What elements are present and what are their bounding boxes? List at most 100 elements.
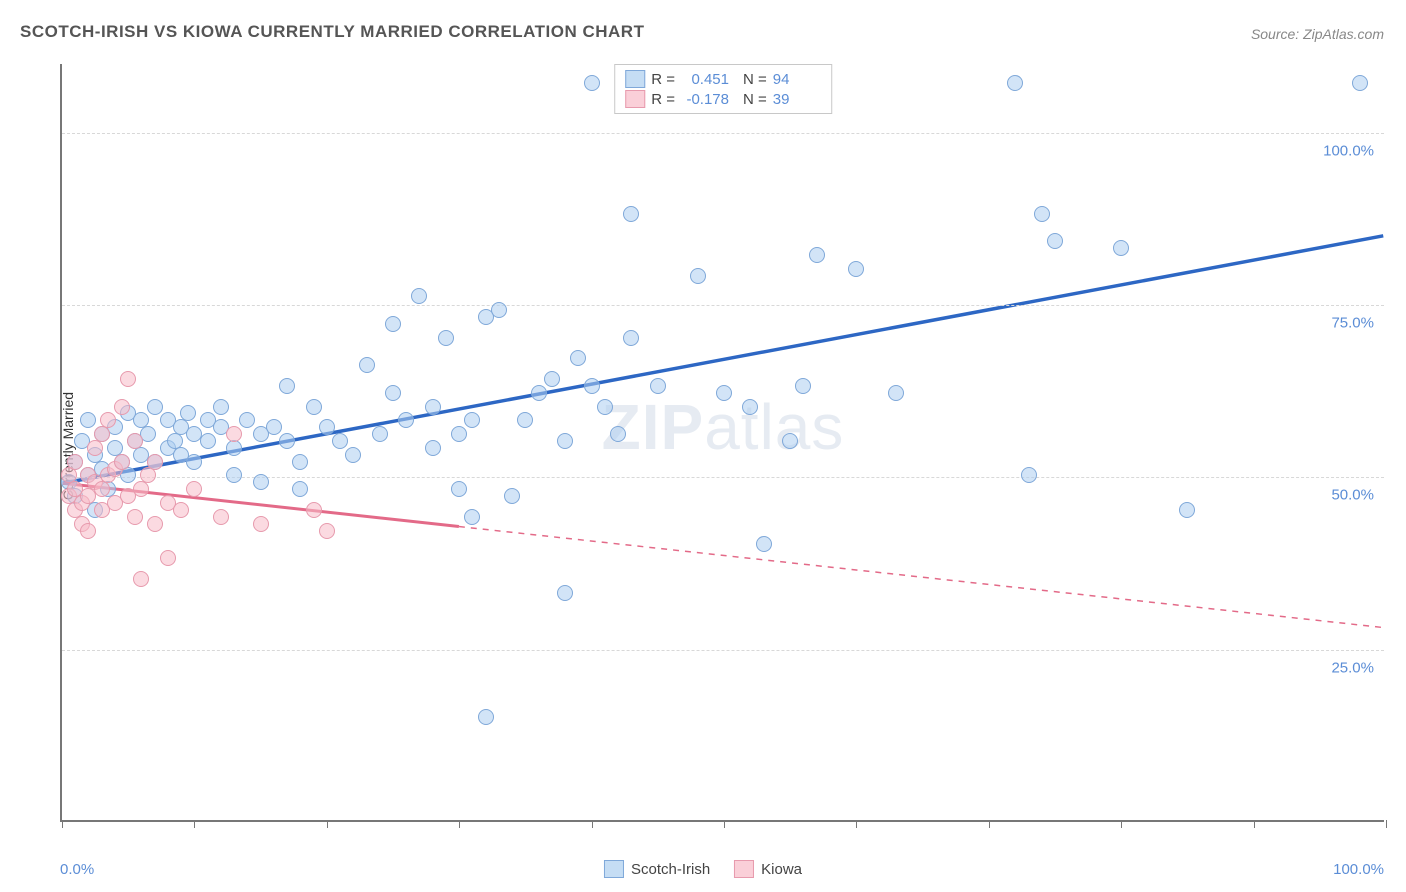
legend-N-label: N = [743, 91, 767, 108]
scatter-point [306, 502, 322, 518]
x-tick [592, 820, 593, 828]
scatter-point [279, 378, 295, 394]
scatter-point [690, 268, 706, 284]
scatter-point [114, 399, 130, 415]
scatter-point [398, 412, 414, 428]
scatter-point [226, 426, 242, 442]
scatter-point [716, 385, 732, 401]
scatter-point [114, 454, 130, 470]
legend-stat-row: R =-0.178N =39 [625, 89, 821, 109]
legend-swatch [734, 860, 754, 878]
legend-item: Scotch-Irish [604, 860, 710, 878]
scatter-point [782, 433, 798, 449]
scatter-point [557, 433, 573, 449]
scatter-point [1352, 75, 1368, 91]
scatter-point [464, 412, 480, 428]
scatter-point [67, 454, 83, 470]
legend-swatch [604, 860, 624, 878]
y-tick-label: 50.0% [1331, 487, 1374, 504]
scatter-point [438, 330, 454, 346]
scatter-point [809, 247, 825, 263]
scatter-point [385, 385, 401, 401]
scatter-point [1021, 467, 1037, 483]
scatter-point [266, 419, 282, 435]
scatter-point [451, 481, 467, 497]
scatter-point [292, 481, 308, 497]
scatter-point [359, 357, 375, 373]
scatter-point [239, 412, 255, 428]
scatter-point [319, 419, 335, 435]
legend-label: Kiowa [761, 861, 802, 878]
legend-series: Scotch-Irish Kiowa [604, 860, 802, 878]
scatter-point [147, 399, 163, 415]
scatter-point [756, 536, 772, 552]
scatter-point [147, 454, 163, 470]
gridline-h [62, 650, 1384, 651]
scatter-point [80, 523, 96, 539]
scatter-point [173, 502, 189, 518]
scatter-point [147, 516, 163, 532]
scatter-point [425, 399, 441, 415]
scatter-point [180, 405, 196, 421]
scatter-point [544, 371, 560, 387]
scatter-point [94, 481, 110, 497]
scatter-point [133, 571, 149, 587]
scatter-point [127, 433, 143, 449]
legend-stats: R =0.451N =94R =-0.178N =39 [614, 64, 832, 114]
scatter-point [888, 385, 904, 401]
scatter-point [253, 474, 269, 490]
watermark: ZIPatlas [602, 390, 845, 464]
legend-label: Scotch-Irish [631, 861, 710, 878]
scatter-point [848, 261, 864, 277]
x-tick [1386, 820, 1387, 828]
scatter-point [411, 288, 427, 304]
x-tick [327, 820, 328, 828]
scatter-point [200, 433, 216, 449]
gridline-h [62, 305, 1384, 306]
x-tick [989, 820, 990, 828]
scatter-point [372, 426, 388, 442]
scatter-point [1007, 75, 1023, 91]
scatter-point [491, 302, 507, 318]
scatter-point [584, 75, 600, 91]
scatter-point [100, 412, 116, 428]
x-axis-max-label: 100.0% [1333, 861, 1384, 878]
y-tick-label: 100.0% [1323, 142, 1374, 159]
scatter-point [292, 454, 308, 470]
x-tick [194, 820, 195, 828]
x-tick [459, 820, 460, 828]
plot-area: ZIPatlas R =0.451N =94R =-0.178N =39 25.… [60, 64, 1384, 822]
scatter-point [795, 378, 811, 394]
gridline-h [62, 133, 1384, 134]
scatter-point [464, 509, 480, 525]
scatter-point [570, 350, 586, 366]
scatter-point [504, 488, 520, 504]
scatter-point [127, 509, 143, 525]
scatter-point [531, 385, 547, 401]
scatter-point [120, 371, 136, 387]
legend-R-label: R = [651, 71, 675, 88]
scatter-point [226, 467, 242, 483]
x-axis-min-label: 0.0% [60, 861, 94, 878]
scatter-point [1047, 233, 1063, 249]
scatter-point [584, 378, 600, 394]
legend-item: Kiowa [734, 860, 802, 878]
y-tick-label: 75.0% [1331, 315, 1374, 332]
scatter-point [623, 206, 639, 222]
scatter-point [623, 330, 639, 346]
scatter-point [557, 585, 573, 601]
scatter-point [650, 378, 666, 394]
scatter-point [319, 523, 335, 539]
scatter-point [213, 509, 229, 525]
legend-swatch [625, 90, 645, 108]
scatter-point [80, 412, 96, 428]
chart-title: SCOTCH-IRISH VS KIOWA CURRENTLY MARRIED … [20, 22, 644, 42]
scatter-point [94, 426, 110, 442]
scatter-point [133, 481, 149, 497]
scatter-point [345, 447, 361, 463]
legend-R-value: -0.178 [681, 91, 729, 108]
legend-R-value: 0.451 [681, 71, 729, 88]
x-tick [62, 820, 63, 828]
legend-N-value: 94 [773, 71, 821, 88]
scatter-point [1179, 502, 1195, 518]
